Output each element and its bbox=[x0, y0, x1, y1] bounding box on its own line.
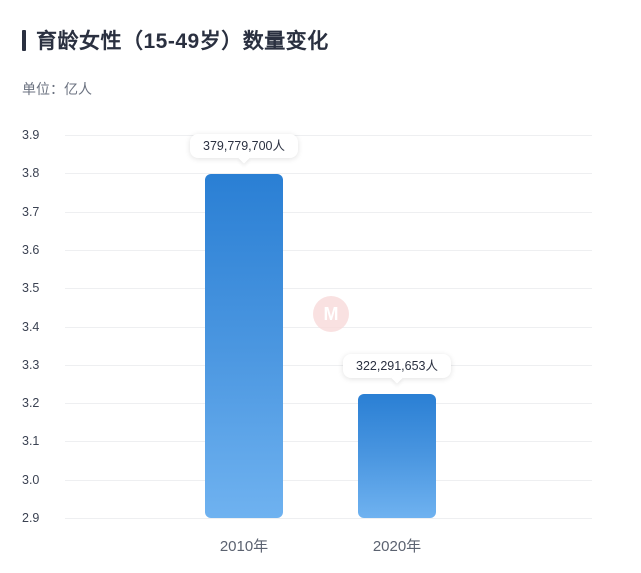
y-axis-tick: 3.9 bbox=[22, 128, 40, 142]
grid-line bbox=[65, 479, 592, 481]
grid-line bbox=[65, 249, 592, 251]
grid-line bbox=[65, 441, 592, 443]
grid-line bbox=[65, 135, 592, 136]
data-label: 322,291,653人 bbox=[342, 354, 452, 379]
y-axis-tick: 3.8 bbox=[22, 166, 40, 181]
bar-2020年[interactable] bbox=[358, 394, 436, 518]
y-axis-tick: 3.3 bbox=[22, 357, 40, 372]
y-axis-tick: 3.1 bbox=[22, 434, 40, 449]
y-axis-tick: 3.4 bbox=[22, 319, 40, 334]
grid-line bbox=[65, 403, 592, 405]
data-label: 379,779,700人 bbox=[189, 134, 299, 159]
grid-line bbox=[65, 518, 592, 519]
x-axis-tick: 2010年 bbox=[219, 538, 269, 555]
y-axis-tick: 3.2 bbox=[22, 396, 40, 411]
x-axis-tick: 2020年 bbox=[372, 538, 422, 555]
logo-watermark-icon: M bbox=[313, 296, 349, 332]
y-axis-tick: 3.6 bbox=[22, 242, 40, 257]
bar-2010年[interactable] bbox=[205, 174, 283, 518]
grid-line bbox=[65, 364, 592, 366]
title-accent-bar bbox=[22, 29, 26, 51]
watermark-glyph: M bbox=[323, 303, 339, 324]
chart-title: 育龄女性（15-49岁）数量变化 bbox=[22, 26, 329, 54]
unit-label: 单位：亿人 bbox=[22, 81, 92, 97]
grid-line bbox=[65, 211, 592, 213]
page-title: 育龄女性（15-49岁）数量变化 bbox=[36, 30, 329, 53]
grid-line bbox=[65, 288, 592, 290]
y-axis-tick: 2.9 bbox=[22, 511, 40, 525]
y-axis-tick: 3.7 bbox=[22, 204, 40, 219]
y-axis-tick: 3.5 bbox=[22, 281, 40, 296]
grid-line bbox=[65, 173, 592, 175]
y-axis-tick: 3.0 bbox=[22, 472, 40, 487]
